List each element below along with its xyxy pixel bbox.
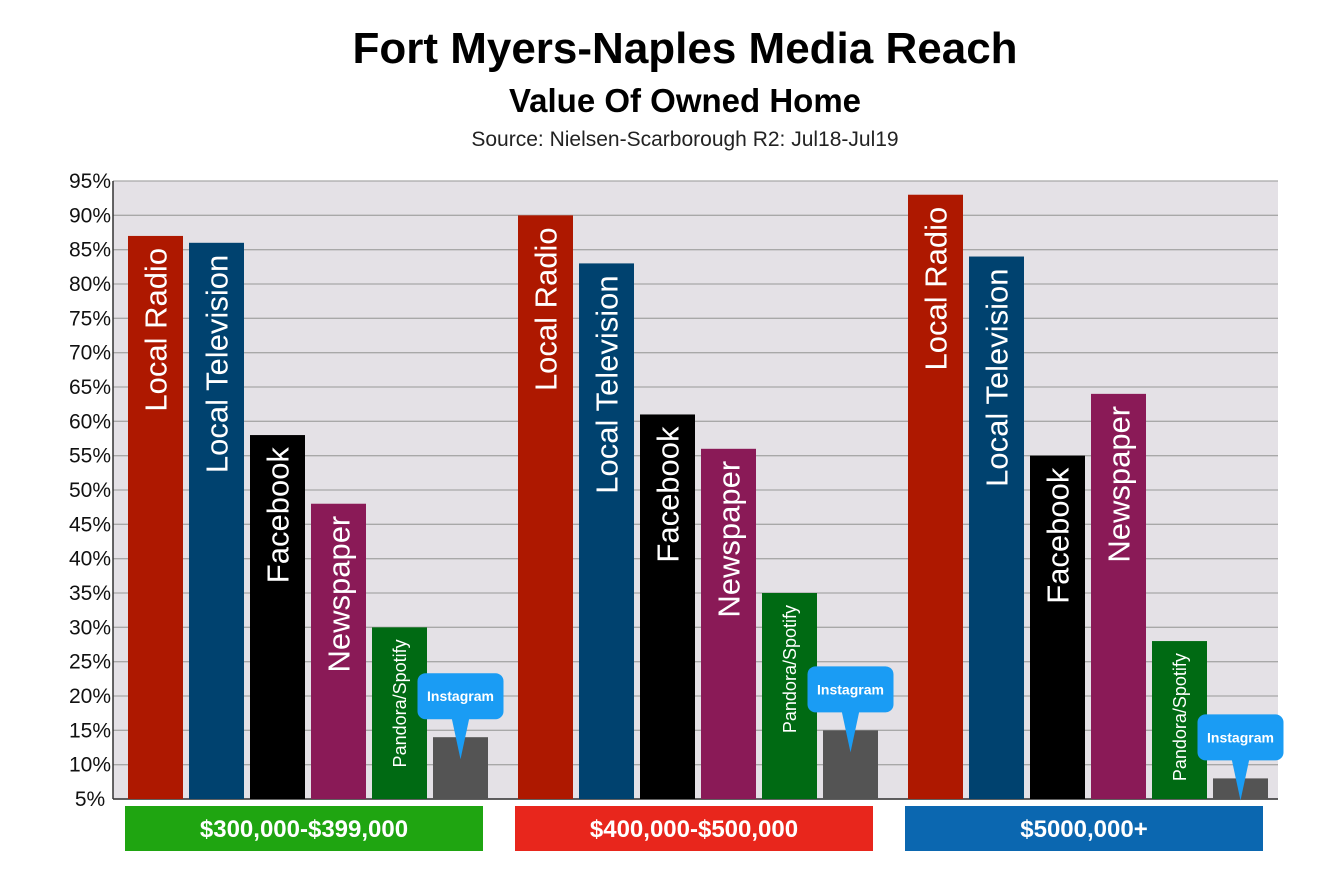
bar xyxy=(128,235,183,799)
bar xyxy=(250,435,305,799)
callout-bubble xyxy=(1197,714,1284,761)
y-tick-label: 50% xyxy=(69,479,111,502)
callout-pointer xyxy=(1231,758,1250,801)
callout-bubble xyxy=(417,673,504,720)
callout-pointer xyxy=(841,710,860,753)
bar xyxy=(1152,641,1207,799)
bar xyxy=(1030,455,1085,799)
bar-label: Newspaper xyxy=(322,516,357,673)
chart-title: Fort Myers-Naples Media Reach xyxy=(352,24,1017,73)
bar xyxy=(701,448,756,799)
bar-label: Instagram xyxy=(817,681,884,697)
x-category-label: $300,000-$399,000 xyxy=(200,816,408,843)
y-tick-label: 60% xyxy=(69,410,111,433)
callout-bubble xyxy=(807,666,894,713)
bar xyxy=(189,242,244,800)
y-tick-label: 10% xyxy=(69,754,111,777)
y-tick-label: 30% xyxy=(69,616,111,639)
y-tick-label: 90% xyxy=(69,204,111,227)
y-tick-label: 40% xyxy=(69,548,111,571)
bar-label: Newspaper xyxy=(712,461,747,618)
plot-area: 95% 90% 85% 80% 75% 70% 65% 60% 55% 50% 45% 40% 35% 3… xyxy=(69,170,1284,851)
y-tick-label: 70% xyxy=(69,342,111,365)
bar-label: Instagram xyxy=(427,688,494,704)
bar-label: Pandora/Spotify xyxy=(780,605,800,733)
bar-label: Instagram xyxy=(1207,729,1274,745)
y-tick-label: 45% xyxy=(69,513,111,536)
bar-label: Facebook xyxy=(651,426,686,563)
category-box xyxy=(905,806,1263,851)
y-tick-label: 75% xyxy=(69,307,111,330)
bar-label: Local Television xyxy=(200,255,235,473)
bar-label: Local Television xyxy=(590,275,625,493)
y-tick-label: 80% xyxy=(69,273,111,296)
bar xyxy=(908,194,963,799)
y-tick-label: 95% xyxy=(69,170,111,193)
bar xyxy=(311,503,366,799)
bar xyxy=(969,256,1024,799)
y-tick-label: 15% xyxy=(69,719,111,742)
y-tick-label: 20% xyxy=(69,685,111,708)
bar xyxy=(1091,393,1146,799)
category-box xyxy=(125,806,483,851)
y-tick-label: 55% xyxy=(69,445,111,468)
y-tick-label: 25% xyxy=(69,651,111,674)
bar xyxy=(640,414,695,799)
callout-pointer xyxy=(451,717,470,760)
y-tick-label: 5% xyxy=(75,788,105,811)
bar-label: Facebook xyxy=(261,447,296,584)
x-category-label: $400,000-$500,000 xyxy=(590,816,798,843)
bar-label: Local Television xyxy=(980,269,1015,487)
y-tick-label: 85% xyxy=(69,239,111,262)
bar xyxy=(518,215,573,800)
bar-label: Local Radio xyxy=(529,227,564,391)
bar-label: Newspaper xyxy=(1102,406,1137,563)
y-tick-label: 35% xyxy=(69,582,111,605)
y-tick-label: 65% xyxy=(69,376,111,399)
bar-label: Local Radio xyxy=(919,207,954,371)
chart-subtitle: Value Of Owned Home xyxy=(509,82,861,119)
x-category-label: $5000,000+ xyxy=(1020,816,1147,843)
bar-label: Facebook xyxy=(1041,467,1076,604)
bar xyxy=(579,263,634,799)
chart-source: Source: Nielsen-Scarborough R2: Jul18-Ju… xyxy=(471,128,898,151)
bar-label: Pandora/Spotify xyxy=(1170,653,1190,781)
bar-label: Pandora/Spotify xyxy=(390,639,410,767)
bar-label: Local Radio xyxy=(139,248,174,412)
category-box xyxy=(515,806,873,851)
